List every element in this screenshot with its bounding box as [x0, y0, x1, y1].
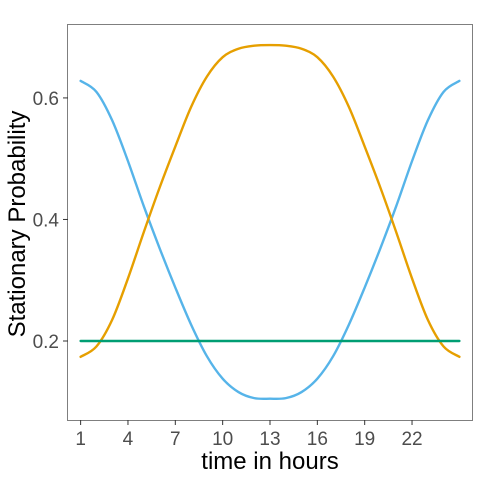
y-tick-label: 0.6 — [33, 89, 59, 110]
x-tick-label: 13 — [259, 429, 280, 450]
x-tick-label: 4 — [123, 429, 134, 450]
x-tick-label: 10 — [212, 429, 233, 450]
y-axis-title: Stationary Probability — [4, 111, 31, 338]
x-tick-label: 16 — [307, 429, 328, 450]
y-tick-label: 0.2 — [33, 332, 59, 353]
y-axis: 0.2 0.4 0.6 — [33, 89, 68, 353]
plot-panel — [67, 24, 473, 421]
x-axis-title: time in hours — [201, 448, 338, 475]
x-axis: 1 4 7 10 13 16 19 22 — [75, 420, 423, 450]
series-layer — [79, 43, 461, 401]
x-tick-label: 19 — [354, 429, 375, 450]
x-tick-label: 22 — [401, 429, 422, 450]
series-line-1 — [79, 79, 461, 401]
y-tick-label: 0.4 — [33, 210, 60, 231]
x-tick-label: 7 — [170, 429, 181, 450]
series-line-2 — [79, 43, 461, 358]
x-tick-label: 1 — [75, 429, 86, 450]
